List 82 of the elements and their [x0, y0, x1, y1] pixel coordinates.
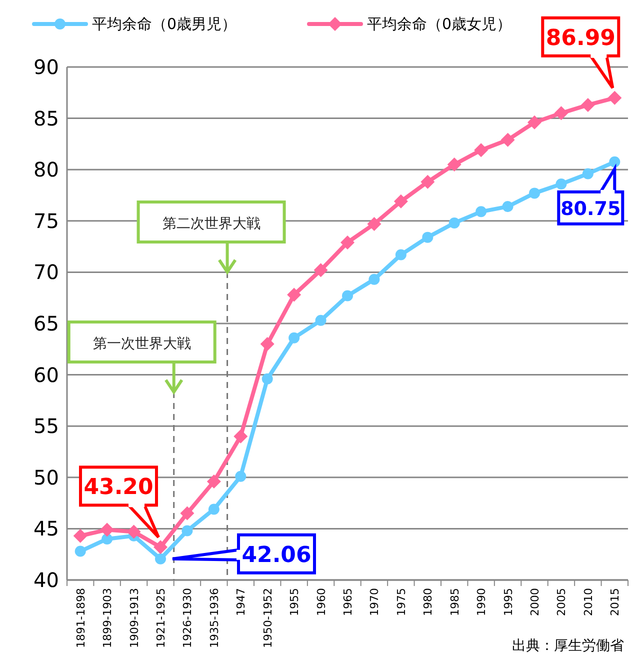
point: [100, 522, 114, 537]
x-tick-label: 1975: [394, 588, 408, 616]
data-label: 42.06: [242, 542, 312, 568]
point: [500, 132, 515, 147]
point: [206, 474, 221, 489]
point: [556, 178, 567, 190]
point: [395, 249, 406, 260]
point: [260, 337, 274, 352]
x-tick-label: 1950-1952: [261, 588, 274, 648]
source-note: 出典：厚生労働省: [512, 638, 624, 654]
point: [180, 506, 194, 520]
x-tick-label: 1985: [448, 588, 462, 616]
x-tick-label: 1990: [475, 588, 488, 616]
y-tick-label: 75: [34, 208, 59, 233]
ref-line-label: 第二次世界大戦: [162, 216, 260, 232]
point: [608, 90, 622, 105]
point: [342, 290, 353, 302]
point: [287, 288, 302, 302]
x-tick-label: 1970: [368, 588, 382, 616]
x-tick-label: 2000: [528, 588, 542, 616]
data-label: 80.75: [560, 198, 621, 220]
data-label: 43.20: [84, 475, 154, 500]
point: [368, 274, 380, 285]
x-tick-label: 1926-1930: [181, 588, 194, 648]
point: [74, 546, 86, 557]
point: [102, 533, 113, 544]
x-tick-label: 1899-1903: [101, 588, 114, 648]
point: [314, 263, 328, 278]
x-tick-label: 2015: [608, 588, 622, 616]
point: [528, 115, 542, 130]
ref-line-label: 第一次世界大戦: [92, 336, 191, 352]
point: [208, 504, 220, 515]
x-tick-label: 2010: [582, 588, 595, 616]
x-tick-label: 1965: [342, 588, 354, 616]
y-tick-label: 65: [34, 312, 59, 336]
point: [420, 174, 435, 189]
x-tick-label: 1909-1913: [128, 588, 141, 648]
point: [155, 553, 166, 564]
x-tick-label: 1980: [422, 588, 435, 616]
x-tick-label: 1955: [288, 588, 302, 616]
y-tick-label: 40: [34, 568, 59, 592]
legend-label: 平均余命（0歳女児）: [367, 15, 512, 33]
x-tick-label: 2005: [555, 588, 568, 616]
y-tick-label: 50: [34, 465, 59, 490]
point: [447, 157, 462, 172]
point: [367, 216, 382, 231]
point: [182, 525, 193, 536]
point: [126, 524, 141, 539]
y-tick-label: 90: [34, 55, 59, 79]
y-tick-label: 85: [34, 106, 59, 130]
point: [154, 540, 168, 554]
point: [288, 332, 300, 344]
point: [340, 235, 354, 250]
x-tick-label: 1947: [234, 588, 248, 616]
point: [474, 143, 488, 158]
y-tick-label: 55: [34, 414, 59, 438]
point: [262, 373, 273, 384]
x-tick-label: 1995: [502, 588, 515, 616]
point: [448, 217, 460, 228]
point: [529, 188, 540, 199]
x-tick-label: 1921-1925: [154, 588, 168, 648]
data-label: 86.99: [546, 26, 616, 51]
point: [422, 232, 434, 243]
point: [554, 106, 568, 120]
point: [609, 156, 620, 168]
point: [582, 168, 594, 180]
point: [580, 98, 595, 112]
point: [502, 201, 514, 212]
x-tick-label: 1891-1898: [74, 588, 88, 648]
y-tick-label: 70: [34, 260, 59, 284]
y-tick-label: 60: [34, 362, 59, 387]
point: [476, 206, 487, 218]
x-tick-label: 1935-1936: [208, 588, 221, 648]
legend-label: 平均余命（0歳男児）: [92, 15, 237, 33]
y-tick-label: 45: [34, 516, 59, 541]
point: [235, 470, 246, 482]
point: [73, 528, 88, 543]
x-tick-label: 1960: [314, 588, 328, 616]
point: [394, 194, 408, 208]
point: [234, 429, 248, 444]
point: [315, 314, 326, 326]
y-tick-label: 80: [34, 158, 59, 182]
